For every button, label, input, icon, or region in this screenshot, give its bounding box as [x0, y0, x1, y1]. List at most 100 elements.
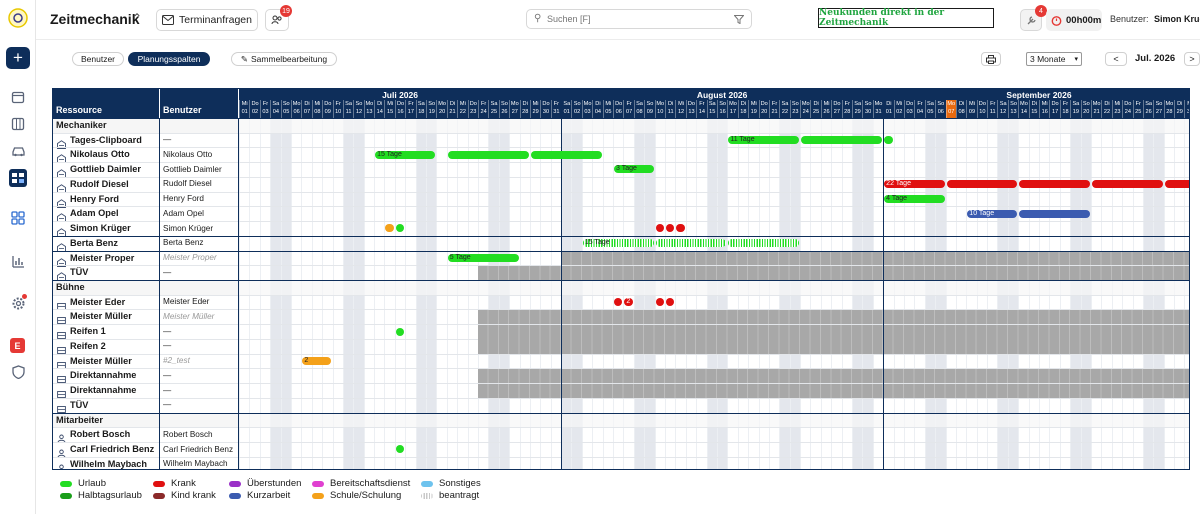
resource-name[interactable]: Direktannahme — [70, 385, 137, 396]
day-header[interactable]: Do 03 — [903, 100, 914, 118]
day-header[interactable]: Do 09 — [322, 100, 332, 118]
day-header[interactable]: Fr 18 — [1059, 100, 1070, 118]
absence-bar[interactable] — [1164, 180, 1189, 189]
day-header[interactable]: Sa 12 — [997, 100, 1007, 118]
e-badge-icon[interactable]: E — [10, 338, 25, 353]
shield-icon[interactable] — [8, 362, 28, 382]
absence-bar[interactable]: 2 — [624, 298, 633, 307]
day-header[interactable]: Do 06 — [613, 100, 623, 118]
resource-name[interactable]: Robert Bosch — [70, 429, 131, 440]
day-header[interactable]: Mi 01 — [239, 100, 249, 118]
filter-icon[interactable] — [734, 15, 744, 24]
day-header[interactable]: Mi 12 — [675, 100, 685, 118]
day-header[interactable]: Fr 10 — [332, 100, 343, 118]
day-header[interactable]: Do 24 — [1122, 100, 1132, 118]
day-header[interactable]: Mi 26 — [820, 100, 831, 118]
day-header[interactable]: Sa 26 — [1142, 100, 1153, 118]
absence-bar[interactable]: 11 Tage — [728, 136, 800, 145]
day-header[interactable]: Do 16 — [394, 100, 405, 118]
resource-name[interactable]: Simon Krüger — [70, 223, 131, 234]
day-header[interactable]: Mo 31 — [872, 100, 883, 118]
day-header[interactable]: Do 23 — [467, 100, 478, 118]
day-header[interactable]: Sa 25 — [488, 100, 498, 118]
day-header[interactable]: Do 13 — [685, 100, 696, 118]
day-header[interactable]: Mo 21 — [1090, 100, 1101, 118]
promo-button[interactable]: Neukunden direkt in der Zeitmechanik — [818, 8, 994, 28]
day-header[interactable]: Sa 22 — [779, 100, 789, 118]
resource-name[interactable]: Henry Ford — [70, 193, 120, 204]
absence-bar[interactable] — [728, 239, 800, 248]
day-header[interactable]: Mi 05 — [602, 100, 613, 118]
day-header[interactable]: So 06 — [935, 100, 945, 118]
day-header[interactable]: Mo 27 — [509, 100, 519, 118]
absence-bar[interactable] — [946, 180, 1018, 189]
day-header[interactable]: Mi 02 — [893, 100, 904, 118]
resource-name[interactable]: Meister Proper — [70, 252, 135, 263]
day-header[interactable]: Mo 20 — [436, 100, 446, 118]
resource-name[interactable]: Meister Müller — [70, 355, 132, 366]
day-header[interactable]: Do 30 — [540, 100, 550, 118]
absence-bar[interactable] — [447, 150, 529, 159]
absence-bar[interactable] — [385, 224, 394, 233]
day-header[interactable]: Do 10 — [976, 100, 987, 118]
day-header[interactable]: Mo 24 — [800, 100, 810, 118]
day-header[interactable]: Fr 14 — [696, 100, 706, 118]
absence-bar[interactable] — [884, 136, 893, 145]
day-header[interactable]: Fr 11 — [987, 100, 997, 118]
add-icon[interactable]: + — [6, 47, 30, 69]
absence-bar[interactable]: 4 Tage — [884, 194, 945, 203]
absence-bar[interactable] — [801, 136, 883, 145]
day-header[interactable]: Di 28 — [519, 100, 530, 118]
terminanfragen-button[interactable]: Terminanfragen — [156, 9, 258, 31]
day-header[interactable]: Di 25 — [810, 100, 820, 118]
resource-name[interactable]: Meister Müller — [70, 311, 132, 322]
day-header[interactable]: Di 18 — [737, 100, 748, 118]
resource-name[interactable]: Direktannahme — [70, 370, 137, 381]
day-header[interactable]: So 23 — [789, 100, 800, 118]
absence-bar[interactable] — [665, 224, 675, 233]
day-header[interactable]: Mo 14 — [1018, 100, 1028, 118]
day-header[interactable]: Sa 08 — [633, 100, 644, 118]
logo-icon[interactable] — [8, 8, 28, 28]
resource-name[interactable]: Nikolaus Otto — [70, 149, 130, 160]
day-header[interactable]: Mo 28 — [1163, 100, 1174, 118]
dashboard-icon[interactable] — [8, 208, 28, 228]
prev-button[interactable]: < — [1105, 52, 1127, 66]
tab-benutzer[interactable]: Benutzer — [72, 52, 124, 66]
resource-name[interactable]: Wilhelm Maybach — [70, 458, 148, 469]
day-header[interactable]: Mo 07 — [945, 100, 956, 118]
columns-icon[interactable] — [8, 114, 28, 134]
day-header[interactable]: So 27 — [1153, 100, 1163, 118]
day-header[interactable]: Mi 29 — [529, 100, 540, 118]
day-header[interactable]: Sa 01 — [561, 100, 571, 118]
day-header[interactable]: Sa 15 — [706, 100, 717, 118]
day-header[interactable]: Mo 17 — [727, 100, 737, 118]
day-header[interactable]: Di 04 — [592, 100, 602, 118]
absence-bar[interactable] — [676, 224, 685, 233]
range-select[interactable]: 3 Monate ▾ — [1026, 52, 1082, 66]
day-header[interactable]: Sa 05 — [924, 100, 935, 118]
absence-bar[interactable] — [395, 445, 405, 454]
chevron-updown-icon[interactable]: ⌃ — [132, 11, 143, 25]
day-header[interactable]: So 05 — [280, 100, 291, 118]
day-header[interactable]: Fr 28 — [841, 100, 852, 118]
day-header[interactable]: Fr 17 — [405, 100, 415, 118]
day-header[interactable]: Mi 15 — [384, 100, 394, 118]
resource-name[interactable]: TÜV — [70, 399, 89, 410]
absence-bar[interactable] — [655, 224, 664, 233]
day-header[interactable]: Fr 21 — [768, 100, 779, 118]
day-header[interactable]: Mi 09 — [966, 100, 976, 118]
day-header[interactable]: Mi 19 — [748, 100, 758, 118]
resource-name[interactable]: Reifen 2 — [70, 340, 106, 351]
search-field[interactable]: ⚲ — [526, 9, 752, 29]
day-header[interactable]: Di 15 — [1028, 100, 1039, 118]
day-header[interactable]: Di 01 — [883, 100, 893, 118]
planner-icon[interactable] — [9, 169, 27, 187]
day-header[interactable]: So 09 — [644, 100, 654, 118]
next-button[interactable]: > — [1184, 52, 1200, 66]
day-header[interactable]: Do 17 — [1049, 100, 1059, 118]
absence-bar[interactable] — [655, 239, 727, 248]
resource-name[interactable]: Meister Eder — [70, 296, 126, 307]
car-icon[interactable] — [8, 141, 28, 161]
absence-bar[interactable]: 10 Tage — [967, 209, 1018, 218]
